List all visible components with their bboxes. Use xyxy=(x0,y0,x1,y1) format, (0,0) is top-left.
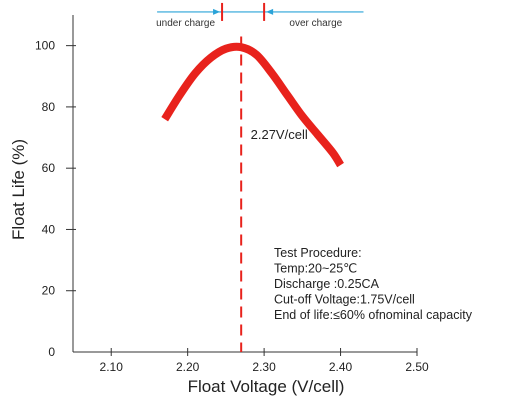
test-procedure-line: Temp:20~25℃ xyxy=(274,262,357,276)
float-life-curve xyxy=(161,42,345,168)
float-life-series xyxy=(161,42,345,168)
x-axis-title: Float Voltage (V/cell) xyxy=(188,377,345,396)
under-charge-arrow xyxy=(213,8,221,15)
x-tick-label: 2.10 xyxy=(100,360,124,374)
x-tick-label: 2.50 xyxy=(405,360,429,374)
y-tick-label: 100 xyxy=(35,39,55,53)
over-charge-arrow xyxy=(266,8,274,15)
under-charge-label: under charge xyxy=(156,18,215,29)
y-axis-title: Float Life (%) xyxy=(9,139,28,240)
y-tick-label: 80 xyxy=(42,100,56,114)
optimum-voltage-label: 2.27V/cell xyxy=(251,127,308,142)
over-charge-label: over charge xyxy=(289,18,342,29)
x-tick-label: 2.40 xyxy=(329,360,353,374)
y-tick-label: 20 xyxy=(42,284,56,298)
test-procedure-line: Discharge :0.25CA xyxy=(274,277,380,291)
charge-band: under charge over charge xyxy=(156,2,364,29)
test-procedure-line: Test Procedure: xyxy=(274,246,362,260)
test-procedure-line: Cut-off Voltage:1.75V/cell xyxy=(274,293,415,307)
y-tick-label: 0 xyxy=(48,345,55,359)
x-tick-label: 2.20 xyxy=(176,360,200,374)
axis-ticks: 0 20 40 60 80 100 2.10 2.20 2.30 2.40 2.50 xyxy=(35,39,429,374)
x-tick-label: 2.30 xyxy=(252,360,276,374)
test-procedure-line: End of life:≤60% ofnominal capacity xyxy=(274,308,473,322)
y-tick-label: 60 xyxy=(42,161,56,175)
optimum-voltage-marker: 2.27V/cell xyxy=(240,36,308,352)
y-tick-label: 40 xyxy=(42,222,56,236)
